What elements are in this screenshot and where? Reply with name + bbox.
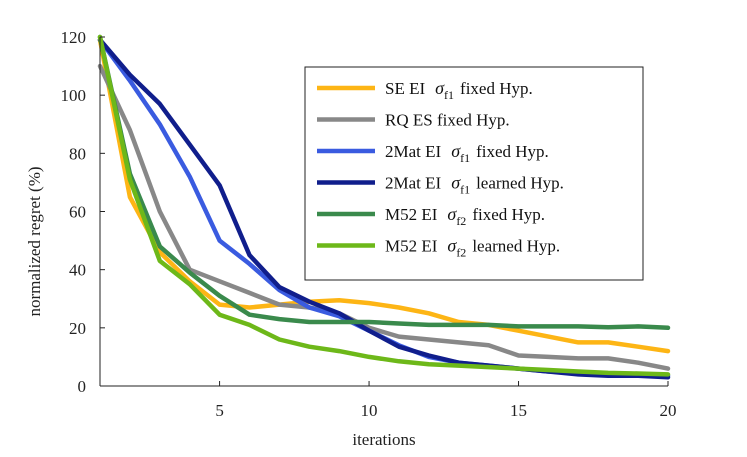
series-line-5 <box>97 34 671 331</box>
legend-label-3: 2Mat EI σf1 fixed Hyp. <box>385 141 549 165</box>
x-tick-label: 10 <box>361 401 378 420</box>
y-tick-label: 60 <box>69 203 86 222</box>
y-tick-label: 40 <box>69 261 86 280</box>
series-line-6 <box>97 34 671 377</box>
x-ticks: 5 10 15 20 <box>215 381 677 420</box>
x-tick-label: 5 <box>215 401 224 420</box>
y-axis-title: normalized regret (%) <box>25 166 44 316</box>
legend-label-5: M52 EI σf2 fixed Hyp. <box>385 204 545 228</box>
legend-label-6: M52 EI σf2 learned Hyp. <box>385 236 560 260</box>
x-tick-label: 15 <box>510 401 527 420</box>
plot-area <box>97 34 671 380</box>
y-tick-label: 100 <box>61 86 87 105</box>
series-line-2 <box>97 63 671 371</box>
legend-label-1: SE EI σf1 fixed Hyp. <box>385 78 533 102</box>
y-tick-label: 120 <box>61 28 87 47</box>
x-tick-label: 20 <box>660 401 677 420</box>
series-line-1 <box>97 37 671 354</box>
legend-label-4: 2Mat EI σf1 learned Hyp. <box>385 173 564 197</box>
legend-label-2: RQ ES fixed Hyp. <box>385 111 510 130</box>
y-tick-label: 0 <box>78 377 87 396</box>
y-ticks: 0 20 40 60 80 100 120 <box>61 28 105 396</box>
legend: SE EI σf1 fixed Hyp. RQ ES fixed Hyp. 2Mat E… <box>304 66 644 281</box>
series-line-4 <box>97 37 671 380</box>
x-axis-title: iterations <box>352 430 415 449</box>
y-tick-label: 20 <box>69 319 86 338</box>
y-tick-label: 80 <box>69 144 86 163</box>
